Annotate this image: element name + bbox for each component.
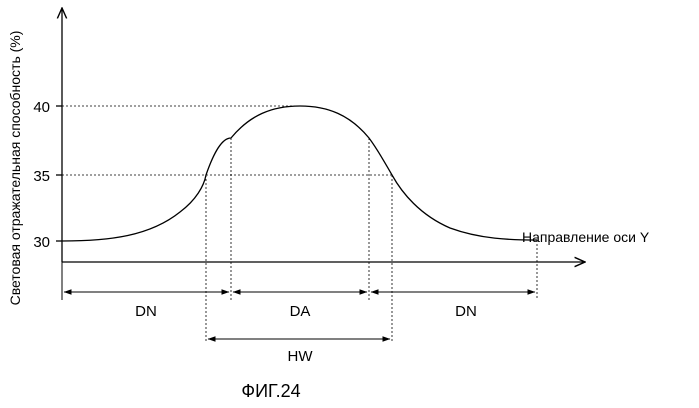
figure-caption: ФИГ.24 — [241, 381, 300, 401]
y-axis-title: Световая отражательная способность (%) — [7, 31, 23, 306]
reflectance-curve — [62, 106, 537, 241]
dn-left-label: DN — [135, 303, 157, 320]
hw-label: HW — [288, 348, 314, 365]
da-label: DA — [290, 303, 311, 320]
y-tick-label-30: 30 — [33, 234, 50, 251]
x-axis-title: Направление оси Y — [522, 229, 650, 245]
y-tick-label-35: 35 — [33, 168, 50, 185]
y-tick-label-40: 40 — [33, 99, 50, 116]
dn-right-label: DN — [455, 303, 477, 320]
